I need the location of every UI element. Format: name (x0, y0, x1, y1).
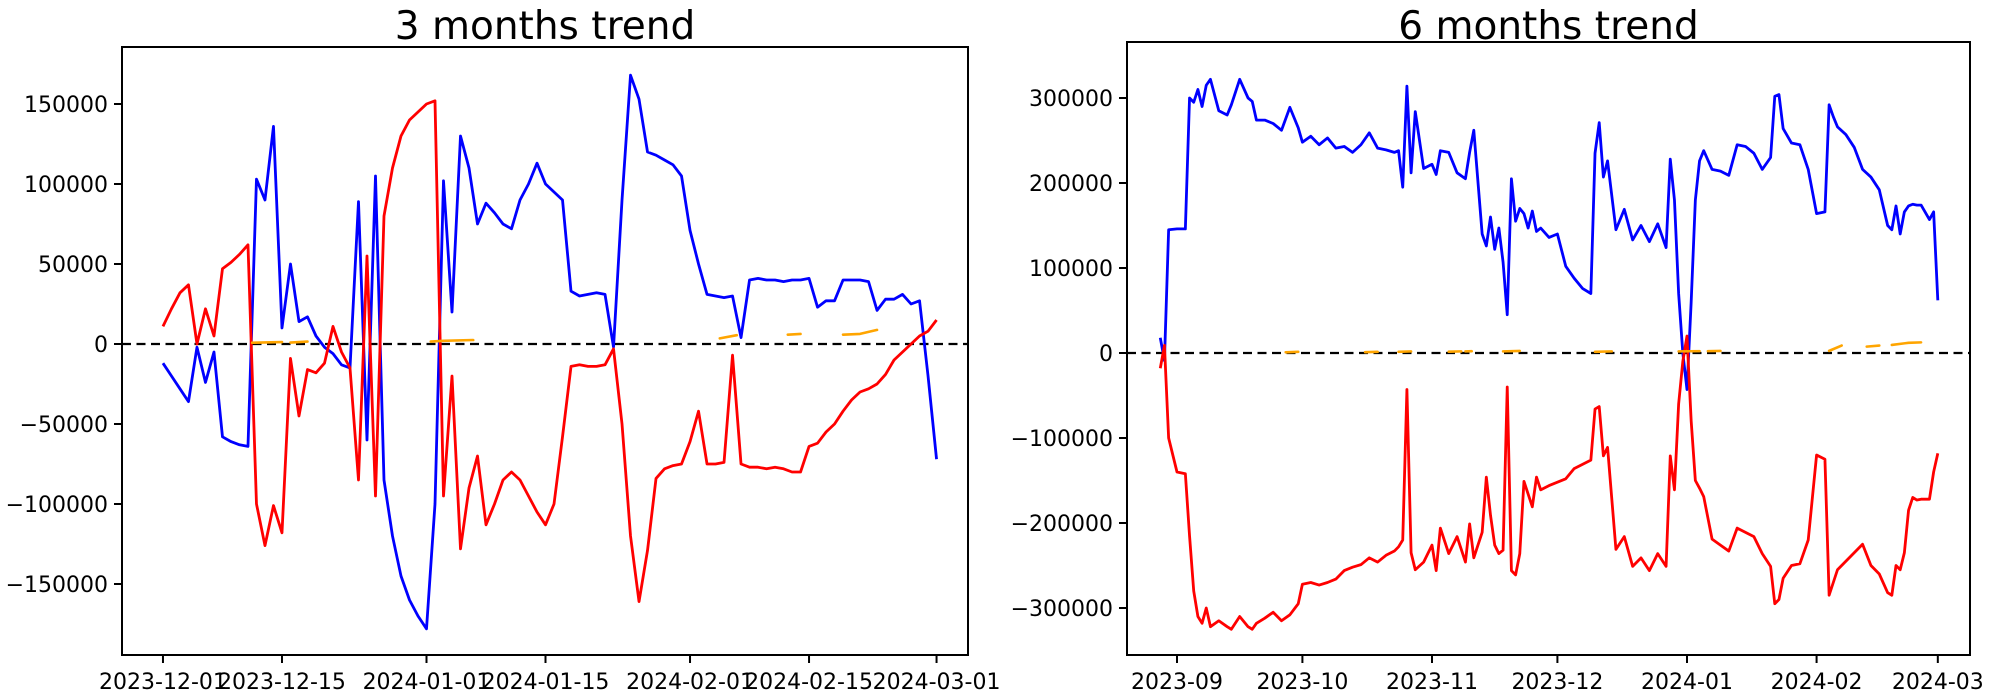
chart-title-6-months: 6 months trend (1398, 4, 1699, 49)
x-tick-label: 2024-02-01 (626, 670, 754, 695)
y-tick-label: 200000 (1029, 172, 1113, 197)
x-tick-label: 2023-12-01 (99, 670, 227, 695)
y-tick-label: 150000 (24, 93, 108, 118)
x-tick-label: 2023-10 (1256, 670, 1348, 695)
series-neutral-flow (1865, 344, 1881, 348)
y-tick-label: −50000 (20, 413, 108, 438)
series-neutral-flow (250, 340, 284, 345)
series-neutral-flow (786, 332, 802, 337)
x-tick-label: 2024-01 (1641, 670, 1733, 695)
series-neutral-flow (429, 338, 475, 343)
x-tick-label: 2024-03-01 (873, 670, 1001, 695)
y-tick-label: −150000 (6, 573, 108, 598)
series-positive-flow (1158, 77, 1940, 391)
y-tick-label: −100000 (6, 493, 108, 518)
x-tick-label: 2023-12-15 (218, 670, 346, 695)
x-tick-label: 2024-01-15 (482, 670, 610, 695)
chart-title-3-months: 3 months trend (394, 4, 696, 49)
x-tick-label: 2024-03 (1892, 670, 1984, 695)
y-tick-label: −300000 (1011, 597, 1113, 622)
y-tick-label: 0 (1099, 342, 1113, 367)
plot-border (1126, 41, 1971, 656)
y-tick-label: 0 (94, 333, 108, 358)
series-neutral-flow (289, 340, 309, 344)
plot-border (121, 46, 969, 656)
series-neutral-flow (1827, 344, 1843, 353)
series-positive-flow (161, 73, 938, 631)
x-tick-label: 2023-12 (1511, 670, 1603, 695)
x-tick-label: 2023-11 (1386, 670, 1478, 695)
series-neutral-flow (1890, 341, 1923, 347)
y-tick-label: 50000 (38, 253, 108, 278)
x-tick-label: 2024-02 (1771, 670, 1863, 695)
y-tick-label: 300000 (1029, 87, 1113, 112)
series-neutral-flow (718, 333, 739, 340)
series-negative-flow (161, 99, 938, 603)
y-tick-label: 100000 (1029, 257, 1113, 282)
x-tick-label: 2023-09 (1131, 670, 1223, 695)
y-tick-label: 100000 (24, 173, 108, 198)
series-negative-flow (1158, 334, 1940, 631)
series-neutral-flow (841, 328, 879, 337)
x-tick-label: 2024-01-01 (363, 670, 491, 695)
y-tick-label: −100000 (1011, 427, 1113, 452)
x-tick-label: 2024-02-15 (745, 670, 873, 695)
y-tick-label: −200000 (1011, 512, 1113, 537)
series-neutral-flow (1284, 350, 1300, 354)
